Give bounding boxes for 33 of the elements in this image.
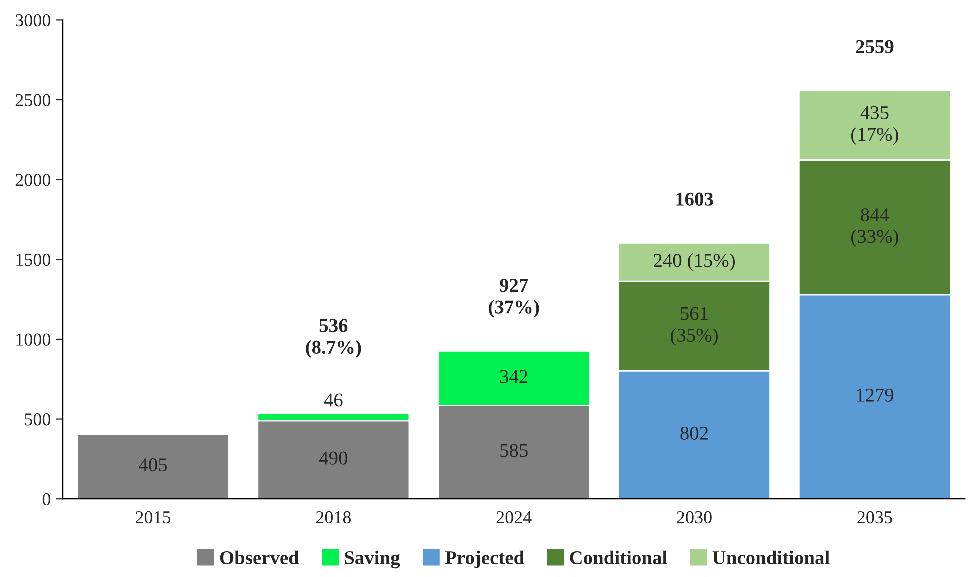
total-label: 927 (37%) <box>489 279 540 318</box>
data-label: 435 (17%) <box>852 106 898 146</box>
data-label: 405 <box>139 458 168 472</box>
total-label: 536 (8.7%) <box>306 319 362 358</box>
x-tick-label: 2035 <box>858 511 892 524</box>
y-tick-label: 2000 <box>16 174 51 186</box>
data-label: 1279 <box>857 388 894 402</box>
data-label: 342 <box>500 370 528 384</box>
y-tick-label: 500 <box>25 414 51 426</box>
legend-label: Projected <box>445 550 524 568</box>
legend-label: Observed <box>220 550 300 565</box>
data-label: 561 (35%) <box>671 307 718 346</box>
y-tick-label: 1500 <box>16 254 51 266</box>
total-label: 2559 <box>856 40 894 54</box>
legend-label: Conditional <box>570 550 668 565</box>
legend-label: Saving <box>345 550 400 569</box>
y-tick-label: 0 <box>42 493 51 506</box>
data-label: 46 <box>324 394 343 407</box>
data-label: 490 <box>319 452 348 465</box>
x-tick-label: 2015 <box>136 511 171 524</box>
x-tick-label: 2018 <box>316 511 352 524</box>
y-tick-label: 2500 <box>16 94 51 106</box>
data-label: 802 <box>680 426 708 440</box>
data-label: 240 (15%) <box>654 254 735 272</box>
data-label: 585 <box>500 444 528 458</box>
data-label: 844 (33%) <box>852 208 898 248</box>
x-tick-label: 2024 <box>496 511 532 524</box>
legend-label: Unconditional <box>712 550 830 565</box>
total-label: 1603 <box>676 192 714 206</box>
y-tick-label: 3000 <box>16 14 51 27</box>
bar <box>76 434 230 500</box>
y-tick-label: 1000 <box>16 334 51 346</box>
x-tick-label: 2030 <box>677 511 712 524</box>
